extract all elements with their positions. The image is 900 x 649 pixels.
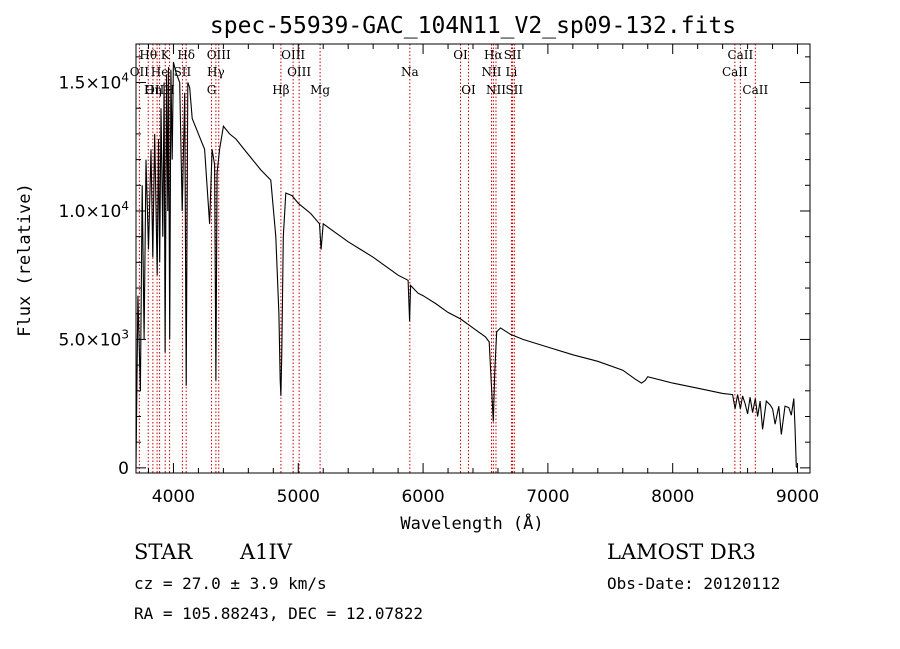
spectral-line-label: Li [506, 65, 518, 79]
x-tick-label: 4000 [152, 487, 195, 507]
spectral-line-label: Hθ [139, 48, 157, 62]
spectrum-chart: spec-55939-GAC_104N11_V2_sp09-132.fits H… [15, 13, 819, 534]
y-tick-mantissa: 0 [118, 459, 129, 479]
spectral-line-label: NII [481, 65, 501, 79]
spectral-line-label: OIII [287, 65, 311, 79]
plot-frame [135, 43, 811, 474]
spectral-line-label: Hδ [177, 48, 195, 62]
spectral-line-label: Hη [144, 83, 162, 97]
spectral-line-label: OI [453, 48, 468, 62]
spectral-line-markers [138, 44, 756, 473]
y-axis-label: Flux (relative) [15, 183, 35, 337]
y-tick-exponent: 3 [121, 327, 129, 341]
spectral-line-label: CaII [722, 65, 748, 79]
spectral-line-label: SII [174, 65, 192, 79]
spectral-line-label: SII [505, 83, 523, 97]
y-tick-exponent: 4 [121, 199, 129, 213]
y-tick-label: 1.0×104 [58, 199, 129, 222]
spectral-line-label: Hα [484, 48, 503, 62]
x-axis-ticks: 4000 5000 6000 7000 8000 9000 [147, 44, 819, 507]
spectral-line-label: OI [461, 83, 476, 97]
x-axis-label: Wavelength (Å) [400, 512, 543, 534]
y-tick-mantissa: 1.5×10 [58, 74, 121, 94]
spectral-line-label: He [151, 65, 169, 79]
y-tick-label: 5.0×103 [58, 327, 129, 350]
spectral-line-label: OIII [281, 48, 305, 62]
spectral-line-label: OIII [207, 48, 231, 62]
spectral-line-label: NII [486, 83, 506, 97]
sky-coordinates: RA = 105.88243, DEC = 12.07822 [134, 604, 423, 623]
y-tick-exponent: 4 [121, 71, 129, 85]
x-tick-label: 6000 [401, 487, 444, 507]
spectral-line-label: G [207, 83, 217, 97]
y-tick-mantissa: 5.0×10 [58, 330, 121, 350]
spectral-line-label: SII [504, 48, 522, 62]
y-tick-mantissa: 1.0×10 [58, 202, 121, 222]
x-tick-label: 8000 [651, 487, 694, 507]
survey-name: LAMOST DR3 [607, 540, 756, 564]
spectral-line-label: Hβ [272, 83, 289, 97]
observation-date: Obs-Date: 20120112 [607, 574, 781, 593]
spectral-line-label: H [164, 83, 174, 97]
spectral-line-label: OIII [145, 83, 169, 97]
chart-title: spec-55939-GAC_104N11_V2_sp09-132.fits [210, 13, 736, 39]
spectral-line-label: CaII [742, 83, 768, 97]
spectral-line-label: OII [130, 65, 150, 79]
spectrum-series-line [135, 61, 798, 469]
spectral-line-label: Hγ [207, 65, 225, 79]
x-tick-label: 5000 [277, 487, 320, 507]
spectral-line-label: K [161, 48, 171, 62]
x-tick-label: 9000 [776, 487, 819, 507]
redshift-velocity: cz = 27.0 ± 3.9 km/s [134, 574, 327, 593]
object-class: STAR [134, 540, 193, 564]
spectral-line-label: Mg [310, 83, 330, 97]
y-tick-label: 0 [118, 459, 129, 479]
spectral-line-label: CaII [727, 48, 753, 62]
spectral-line-label: Na [401, 65, 419, 79]
object-subclass: A1IV [240, 540, 292, 564]
y-tick-label: 1.5×104 [58, 71, 129, 94]
x-tick-label: 7000 [526, 487, 569, 507]
